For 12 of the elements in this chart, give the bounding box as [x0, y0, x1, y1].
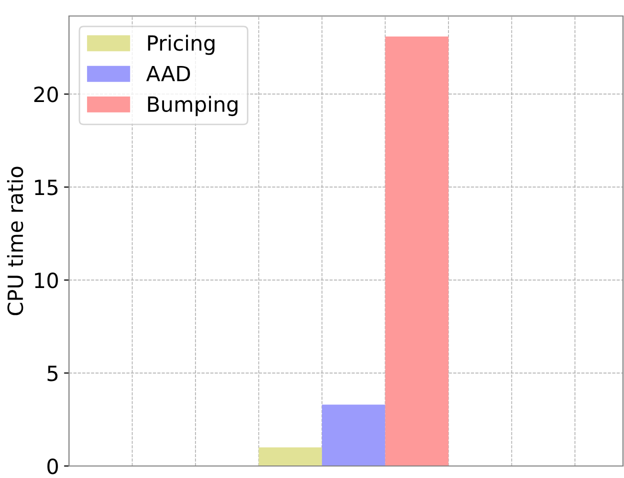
y-tick-label: 0	[47, 458, 58, 474]
bar	[385, 36, 448, 466]
y-axis-title: CPU time ratio	[7, 166, 24, 316]
legend-label: Bumping	[148, 96, 238, 116]
bar	[258, 447, 322, 466]
y-tick-label: 15	[35, 180, 58, 196]
legend-label: Pricing	[148, 34, 214, 55]
bar	[322, 404, 386, 466]
y-tick-label: 10	[35, 272, 58, 288]
y-tick-label: 20	[34, 86, 58, 102]
y-tick-label: 5	[48, 366, 58, 382]
legend-label: AAD	[146, 66, 190, 82]
